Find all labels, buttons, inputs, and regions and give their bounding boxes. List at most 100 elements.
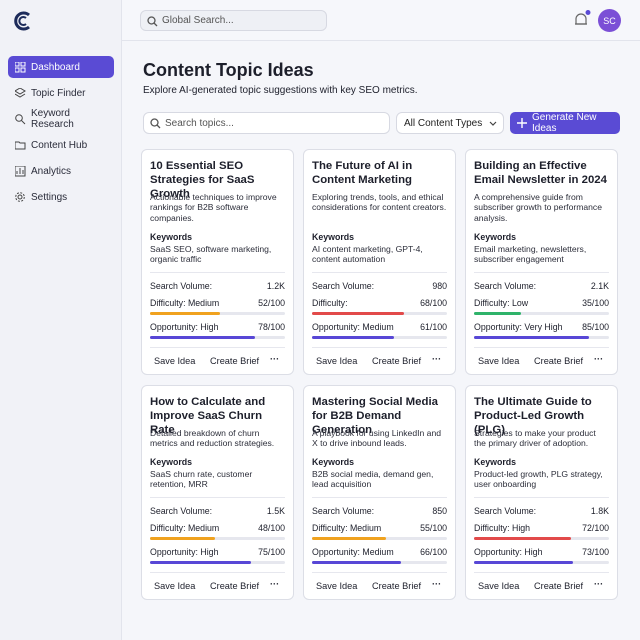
difficulty-row: Difficulty: Medium 48/100	[150, 523, 285, 533]
metric-value: 73/100	[582, 547, 609, 557]
nav-item[interactable]: Analytics	[8, 160, 114, 182]
card-title: Building an Effective Email Newsletter i…	[474, 160, 607, 186]
divider	[474, 347, 609, 348]
nav-item[interactable]: Topic Finder	[8, 82, 114, 104]
more-actions[interactable]: ···	[270, 579, 280, 589]
create-brief[interactable]: Create Brief	[372, 581, 422, 591]
more-actions[interactable]: ···	[432, 579, 442, 589]
global-search[interactable]: Global Search...	[140, 10, 327, 31]
difficulty-bar	[474, 312, 522, 315]
nav-item[interactable]: Dashboard	[8, 56, 114, 78]
metric-label: Search Volume:	[150, 506, 213, 516]
card-description: Exploring trends, tools, and ethical con…	[312, 192, 447, 213]
save-idea[interactable]: Save Idea	[154, 581, 196, 591]
progress-track	[150, 336, 285, 339]
divider	[312, 572, 447, 573]
more-actions[interactable]: ···	[594, 354, 604, 364]
nav-item[interactable]: Settings	[8, 186, 114, 208]
nav-item[interactable]: Keyword Research	[8, 108, 114, 130]
save-idea[interactable]: Save Idea	[478, 356, 520, 366]
opportunity-row: Opportunity: Medium 66/100	[312, 547, 447, 557]
metric-label: Search Volume:	[474, 281, 537, 291]
logo[interactable]	[12, 10, 34, 32]
metric-label: Opportunity: Very High	[474, 322, 563, 332]
difficulty-bar	[150, 312, 221, 315]
topic-card: The Ultimate Guide to Product-Led Growth…	[465, 385, 618, 600]
card-title: 10 Essential SEO Strategies for SaaS Gro…	[150, 160, 255, 200]
more-actions[interactable]: ···	[270, 354, 280, 364]
card-description: A comprehensive guide from subscriber gr…	[474, 192, 603, 223]
card-title: How to Calculate and Improve SaaS Churn …	[150, 396, 266, 436]
divider	[312, 497, 447, 498]
progress-track	[312, 312, 447, 315]
create-brief[interactable]: Create Brief	[210, 356, 260, 366]
create-brief[interactable]: Create Brief	[534, 581, 584, 591]
opportunity-bar	[150, 336, 256, 339]
divider	[474, 497, 609, 498]
difficulty-bar	[312, 537, 387, 540]
global-search-placeholder: Global Search...	[162, 15, 234, 26]
metric-label: Difficulty: High	[474, 523, 531, 533]
difficulty-bar	[312, 312, 404, 315]
page-subtitle: Explore AI-generated topic suggestions w…	[143, 85, 418, 96]
avatar[interactable]: SC	[598, 9, 621, 32]
divider	[312, 347, 447, 348]
metric-value: 66/100	[420, 547, 447, 557]
save-idea[interactable]: Save Idea	[478, 581, 520, 591]
page-title: Content Topic Ideas	[143, 60, 314, 80]
nav-icon	[15, 62, 26, 73]
progress-track	[474, 537, 609, 540]
topic-card: Mastering Social Media for B2B Demand Ge…	[303, 385, 456, 600]
metric-value: 2.1K	[590, 281, 609, 291]
create-brief[interactable]: Create Brief	[534, 356, 584, 366]
difficulty-row: Difficulty: Medium 55/100	[312, 523, 447, 533]
keywords: AI content marketing, GPT-4, content aut…	[312, 244, 423, 265]
keywords-heading: Keywords	[150, 232, 193, 242]
sidebar: Dashboard Topic Finder Keyword Research Con…	[0, 0, 122, 640]
opportunity-row: Opportunity: High 73/100	[474, 547, 609, 557]
search-volume-row: Search Volume: 2.1K	[474, 281, 609, 291]
progress-track	[474, 312, 609, 315]
progress-track	[150, 312, 285, 315]
create-brief[interactable]: Create Brief	[372, 356, 422, 366]
search-volume-row: Search Volume: 850	[312, 506, 447, 516]
topic-search[interactable]: Search topics...	[143, 112, 390, 134]
nav-item[interactable]: Content Hub	[8, 134, 114, 156]
metric-label: Search Volume:	[474, 506, 537, 516]
save-idea[interactable]: Save Idea	[316, 581, 358, 591]
nav-icon	[15, 141, 26, 150]
card-description: Detailed breakdown of churn metrics and …	[150, 428, 275, 449]
more-actions[interactable]: ···	[432, 354, 442, 364]
save-idea[interactable]: Save Idea	[154, 356, 196, 366]
divider	[150, 572, 285, 573]
card-title: Mastering Social Media for B2B Demand Ge…	[312, 396, 438, 436]
opportunity-row: Opportunity: High 75/100	[150, 547, 285, 557]
opportunity-bar	[474, 561, 573, 564]
metric-value: 72/100	[582, 523, 609, 533]
divider	[474, 572, 609, 573]
metric-value: 68/100	[420, 298, 447, 308]
card-description: Strategies to make your product the prim…	[474, 428, 596, 449]
card-title: The Ultimate Guide to Product-Led Growth…	[474, 396, 592, 436]
metric-label: Difficulty: Low	[474, 298, 529, 308]
metric-value: 35/100	[582, 298, 609, 308]
nav-icon	[15, 166, 26, 177]
metric-value: 1.2K	[266, 281, 285, 291]
progress-track	[150, 561, 285, 564]
metric-value: 55/100	[420, 523, 447, 533]
metric-value: 48/100	[258, 523, 285, 533]
notifications[interactable]	[571, 10, 591, 30]
opportunity-bar	[474, 336, 589, 339]
progress-track	[312, 537, 447, 540]
create-brief[interactable]: Create Brief	[210, 581, 260, 591]
top-bar: Global Search... SC	[122, 0, 640, 41]
search-volume-row: Search Volume: 1.5K	[150, 506, 285, 516]
more-actions[interactable]: ···	[594, 579, 604, 589]
difficulty-row: Difficulty: High 72/100	[474, 523, 609, 533]
save-idea[interactable]: Save Idea	[316, 356, 358, 366]
nav-icon	[15, 192, 25, 202]
content-type-filter[interactable]: All Content Types	[396, 112, 504, 134]
generate-button[interactable]: Generate New Ideas	[510, 112, 620, 134]
metric-label: Difficulty: Medium	[150, 298, 220, 308]
